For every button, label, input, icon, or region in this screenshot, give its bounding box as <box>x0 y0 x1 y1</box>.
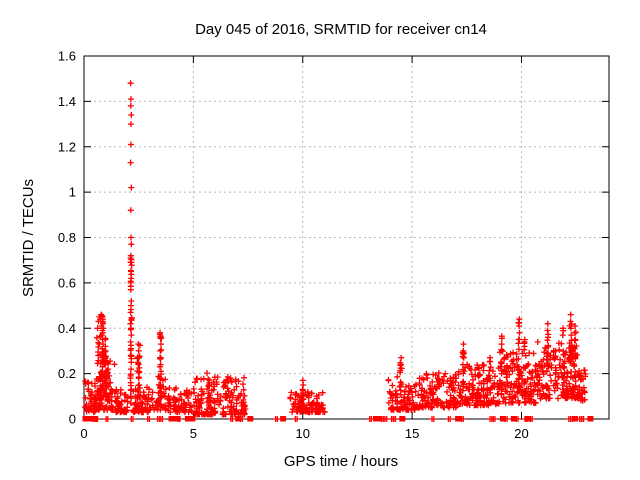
chart-title: Day 045 of 2016, SRMTID for receiver cn1… <box>195 21 487 38</box>
y-tick-label: 0.8 <box>58 230 76 245</box>
y-tick-labels: 0 0.2 0.4 0.6 0.8 1 1.2 1.4 1.6 <box>58 49 76 427</box>
x-tick-labels: 0 5 10 15 20 <box>80 426 528 441</box>
x-tick-label: 20 <box>514 426 528 441</box>
scatter-points <box>82 80 594 422</box>
y-tick-label: 0.6 <box>58 275 76 290</box>
y-tick-label: 0.4 <box>58 321 76 336</box>
y-tick-label: 1 <box>69 185 76 200</box>
y-tick-label: 1.2 <box>58 139 76 154</box>
plus-markers <box>82 80 589 422</box>
x-tick-label: 15 <box>405 426 419 441</box>
x-tick-label: 10 <box>296 426 310 441</box>
y-axis-label: SRMTID / TECUs <box>20 179 37 297</box>
x-axis-label: GPS time / hours <box>284 453 398 470</box>
y-tick-label: 0 <box>69 412 76 427</box>
x-tick-label: 5 <box>190 426 197 441</box>
y-tick-label: 0.2 <box>58 366 76 381</box>
plot-border <box>83 55 610 420</box>
grid-lines <box>84 56 609 419</box>
y-tick-label: 1.6 <box>58 49 76 64</box>
x-tick-label: 0 <box>80 426 87 441</box>
y-tick-label: 1.4 <box>58 94 76 109</box>
